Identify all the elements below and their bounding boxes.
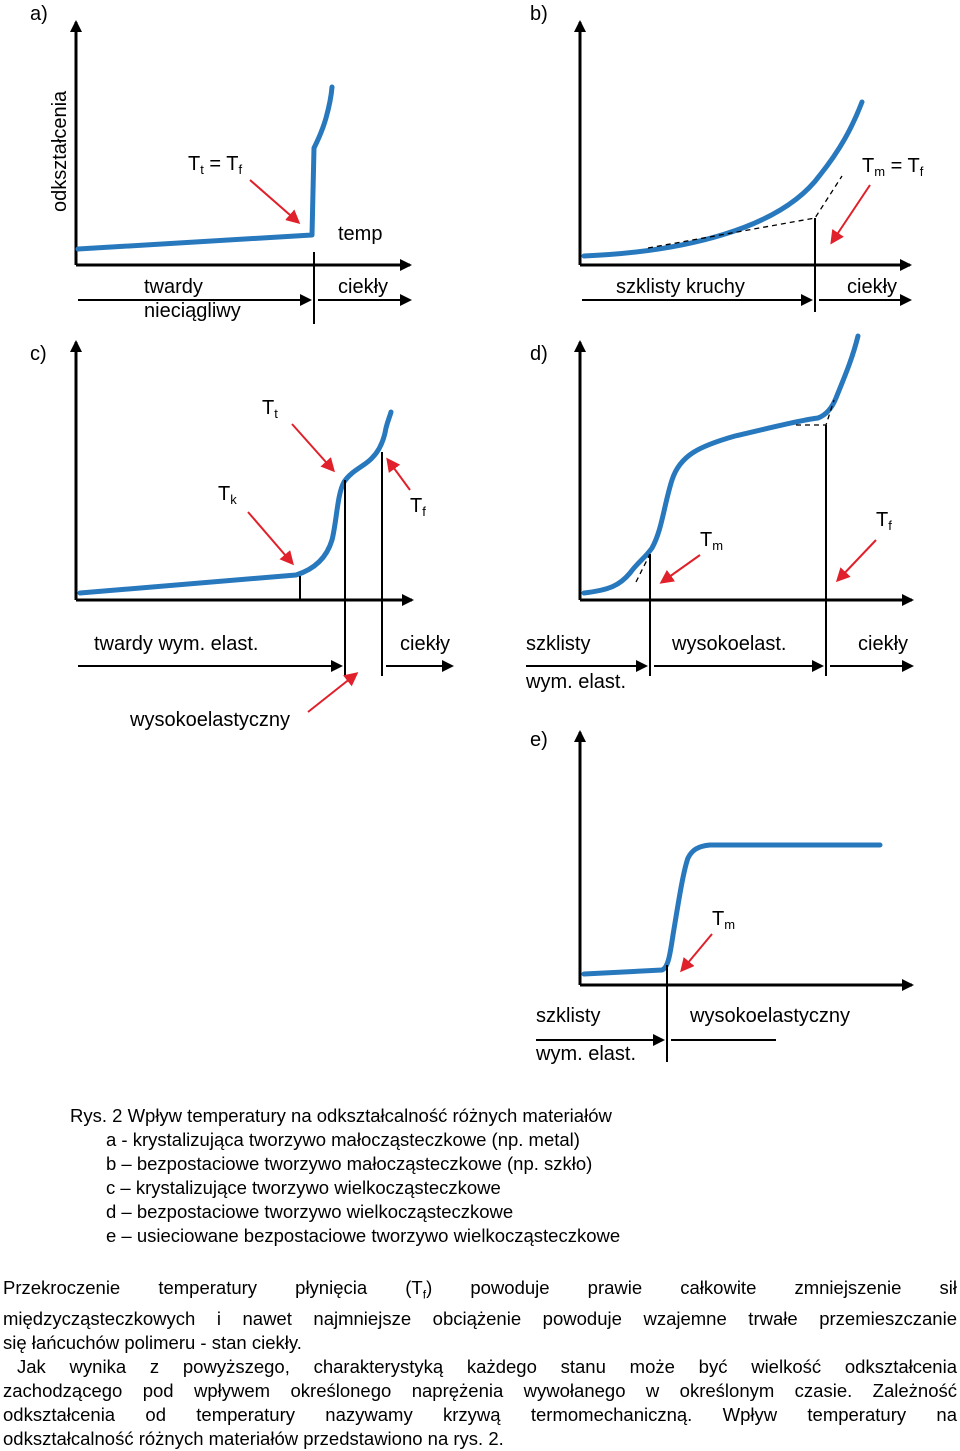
caption-item: c – krystalizujące tworzywo wielkocząste… <box>106 1177 501 1198</box>
paragraph-line: odkształcalność różnych materiałów przed… <box>3 1427 504 1449</box>
region-label: wysokoelast. <box>671 633 787 655</box>
caption-title: Rys. 2 Wpływ temperatury na odkształcaln… <box>70 1105 612 1126</box>
curve <box>77 409 394 596</box>
region-label: nieciągliwy <box>144 300 241 322</box>
annotation-tm-tf: Tm = Tf <box>862 155 924 179</box>
panel-d: d) Tm Tf szklisty wym. elast. wysokoelas… <box>525 333 914 693</box>
panel-b: b) Tm = Tf szklisty kruchy ciekły <box>530 3 924 312</box>
arrow-tk <box>247 511 294 566</box>
label-tm: Tm <box>700 529 723 553</box>
region-label: szklisty kruchy <box>616 276 745 298</box>
paragraph: Przekroczenie temperatury płynięcia (Tf)… <box>3 1276 957 1355</box>
label-tm: Tm <box>712 908 735 932</box>
panel-letter: c) <box>30 343 47 365</box>
curve <box>581 842 883 977</box>
curve <box>75 84 335 252</box>
panel-letter: b) <box>530 3 548 25</box>
arrow-tm <box>659 554 701 584</box>
paragraph-line: zachodzącego pod wpływem określonego nap… <box>3 1379 957 1401</box>
tangent-lines <box>647 175 843 249</box>
panel-c: c) Tt Tk Tf twardy wym. elast. ciekły wy… <box>30 340 454 731</box>
curve <box>581 333 861 596</box>
arrow-tt <box>291 423 335 473</box>
region-label: ciekły <box>858 633 908 655</box>
body-text: Przekroczenie temperatury płynięcia (Tf)… <box>3 1276 957 1451</box>
annotation-arrow <box>249 179 301 224</box>
annotation-arrow <box>830 184 871 245</box>
region-label: ciekły <box>338 276 388 298</box>
label-tt: Tt <box>262 397 278 421</box>
label-tf: Tf <box>410 495 426 519</box>
panel-letter: e) <box>530 729 548 751</box>
paragraph-line: się łańcuchów polimeru - stan ciekły. <box>3 1331 302 1353</box>
y-axis-label: odkształcenia <box>49 90 71 212</box>
paragraph-line: Przekroczenie temperatury płynięcia (Tf)… <box>3 1277 957 1302</box>
panel-letter: a) <box>30 3 48 25</box>
annotation-tt-tf: Tt = Tf <box>188 153 243 177</box>
arrow-wysokoelastyczny <box>307 672 359 713</box>
region-label: ciekły <box>847 276 897 298</box>
caption-item: a - krystalizująca tworzywo małocząstecz… <box>106 1129 580 1150</box>
x-axis-label: temp <box>338 223 382 245</box>
region-label: ciekły <box>400 633 450 655</box>
region-label: wysokoelastyczny <box>689 1005 850 1027</box>
caption-item: d – bezpostaciowe tworzywo wielkocząstec… <box>106 1201 514 1222</box>
panel-letter: d) <box>530 343 548 365</box>
region-label: twardy wym. elast. <box>94 633 258 655</box>
caption-item: e – usieciowane bezpostaciowe tworzywo w… <box>106 1225 621 1246</box>
region-label: wym. elast. <box>525 671 626 693</box>
paragraph: Jak wynika z powyższego, charakterystyką… <box>3 1355 957 1451</box>
region-label: twardy <box>144 276 203 298</box>
region-label: wym. elast. <box>535 1043 636 1065</box>
caption-item: b – bezpostaciowe tworzywo małocząsteczk… <box>106 1153 593 1174</box>
paragraph-line: odkształcenia od temperatury nazywamy kr… <box>3 1403 957 1425</box>
figure-caption: Rys. 2 Wpływ temperatury na odkształcaln… <box>70 1104 620 1248</box>
arrow-tf <box>835 539 877 583</box>
paragraph-line: Jak wynika z powyższego, charakterystyką… <box>17 1355 957 1377</box>
panel-e: e) Tm szklisty wym. elast. wysokoelastyc… <box>530 729 914 1065</box>
arrow-tf <box>386 457 411 491</box>
region-label: wysokoelastyczny <box>129 709 290 731</box>
label-tk: Tk <box>218 483 237 507</box>
label-tf: Tf <box>876 509 892 533</box>
panel-a: a) odkształcenia temp Tt = Tf twardy nie… <box>30 3 412 324</box>
region-label: szklisty <box>536 1005 600 1027</box>
arrow-tm <box>680 933 713 973</box>
paragraph-line: międzycząsteczkowych i nawet najmniejsze… <box>3 1307 957 1329</box>
curve <box>581 99 865 259</box>
region-label: szklisty <box>526 633 590 655</box>
figure: a) odkształcenia temp Tt = Tf twardy nie… <box>30 3 924 1065</box>
